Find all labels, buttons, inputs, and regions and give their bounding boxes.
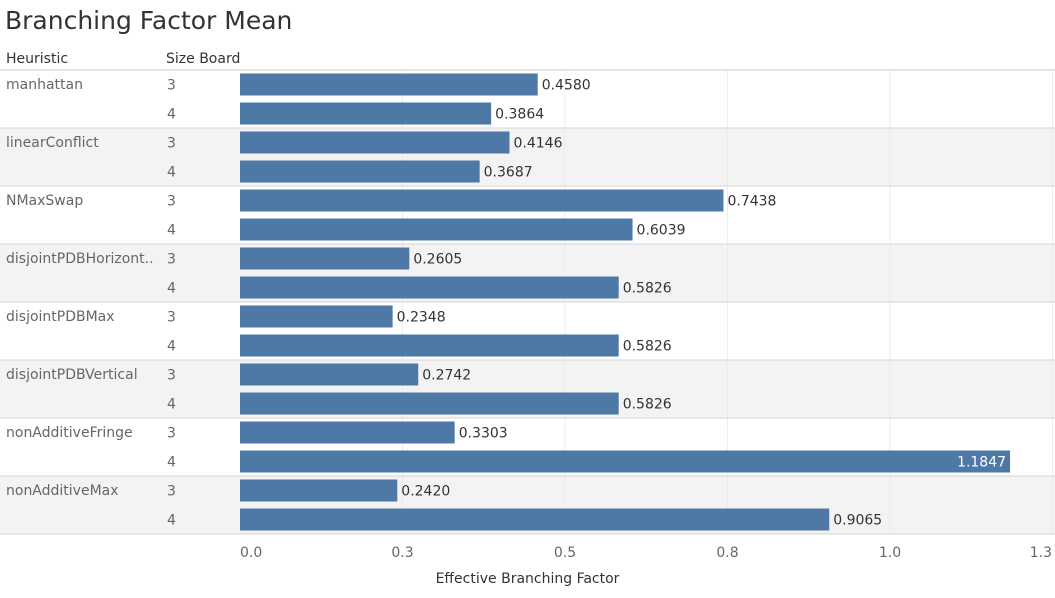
bar bbox=[240, 334, 619, 357]
bar bbox=[240, 160, 480, 183]
data-label: 0.5826 bbox=[623, 281, 672, 297]
size-label: 4 bbox=[167, 513, 176, 529]
size-board-column-header[interactable]: Size Board bbox=[166, 51, 241, 67]
heuristic-label: manhattan bbox=[6, 77, 83, 93]
size-label: 3 bbox=[167, 484, 176, 500]
bar bbox=[240, 421, 455, 444]
data-label: 0.3864 bbox=[495, 107, 544, 123]
data-label: 0.5826 bbox=[623, 339, 672, 355]
data-label: 0.9065 bbox=[833, 513, 882, 529]
data-label: 0.7438 bbox=[727, 194, 776, 210]
bar bbox=[240, 450, 1011, 473]
row-band bbox=[0, 128, 1055, 186]
data-label: 0.2420 bbox=[401, 484, 450, 500]
x-tick-label: 0.5 bbox=[554, 545, 576, 561]
heuristic-label: linearConflict bbox=[6, 135, 99, 151]
bar bbox=[240, 508, 830, 531]
bar bbox=[240, 73, 538, 96]
x-axis-label: Effective Branching Factor bbox=[435, 571, 620, 587]
bar bbox=[240, 102, 492, 125]
size-label: 4 bbox=[167, 107, 176, 123]
size-label: 3 bbox=[167, 136, 176, 152]
size-label: 4 bbox=[167, 165, 176, 181]
size-label: 3 bbox=[167, 426, 176, 442]
x-tick-label: 0.0 bbox=[240, 545, 262, 561]
bar bbox=[240, 218, 633, 241]
heuristic-column-header[interactable]: Heuristic bbox=[6, 51, 69, 67]
size-label: 4 bbox=[167, 455, 176, 471]
size-label: 4 bbox=[167, 339, 176, 355]
size-label: 3 bbox=[167, 252, 176, 268]
size-label: 4 bbox=[167, 397, 176, 413]
size-label: 3 bbox=[167, 310, 176, 326]
heuristic-label: NMaxSwap bbox=[6, 193, 83, 209]
data-label: 0.4580 bbox=[542, 78, 591, 94]
size-label: 3 bbox=[167, 368, 176, 384]
x-tick-label: 0.3 bbox=[391, 545, 413, 561]
data-label: 0.6039 bbox=[637, 223, 686, 239]
data-label: 0.3303 bbox=[459, 426, 508, 442]
x-tick-label: 1.0 bbox=[879, 545, 901, 561]
size-label: 4 bbox=[167, 223, 176, 239]
data-label: 1.1847 bbox=[957, 455, 1006, 471]
bar bbox=[240, 131, 510, 154]
heuristic-label: nonAdditiveFringe bbox=[6, 425, 133, 441]
heuristic-label: disjointPDBMax bbox=[6, 309, 115, 325]
data-label: 0.5826 bbox=[623, 397, 672, 413]
size-label: 3 bbox=[167, 194, 176, 210]
data-label: 0.4146 bbox=[513, 136, 562, 152]
bar bbox=[240, 479, 398, 502]
bar bbox=[240, 189, 724, 212]
bar bbox=[240, 363, 419, 386]
data-label: 0.2742 bbox=[422, 368, 471, 384]
bar bbox=[240, 247, 410, 270]
size-label: 4 bbox=[167, 281, 176, 297]
bar bbox=[240, 305, 393, 328]
bar bbox=[240, 392, 619, 415]
chart-title: Branching Factor Mean bbox=[5, 6, 293, 35]
heuristic-label: disjointPDBHorizont.. bbox=[6, 251, 154, 267]
x-tick-label: 1.3 bbox=[1030, 545, 1052, 561]
data-label: 0.2605 bbox=[413, 252, 462, 268]
bar bbox=[240, 276, 619, 299]
heuristic-label: disjointPDBVertical bbox=[6, 367, 138, 383]
x-tick-label: 0.8 bbox=[716, 545, 738, 561]
data-label: 0.2348 bbox=[397, 310, 446, 326]
size-label: 3 bbox=[167, 78, 176, 94]
data-label: 0.3687 bbox=[484, 165, 533, 181]
heuristic-label: nonAdditiveMax bbox=[6, 483, 119, 499]
